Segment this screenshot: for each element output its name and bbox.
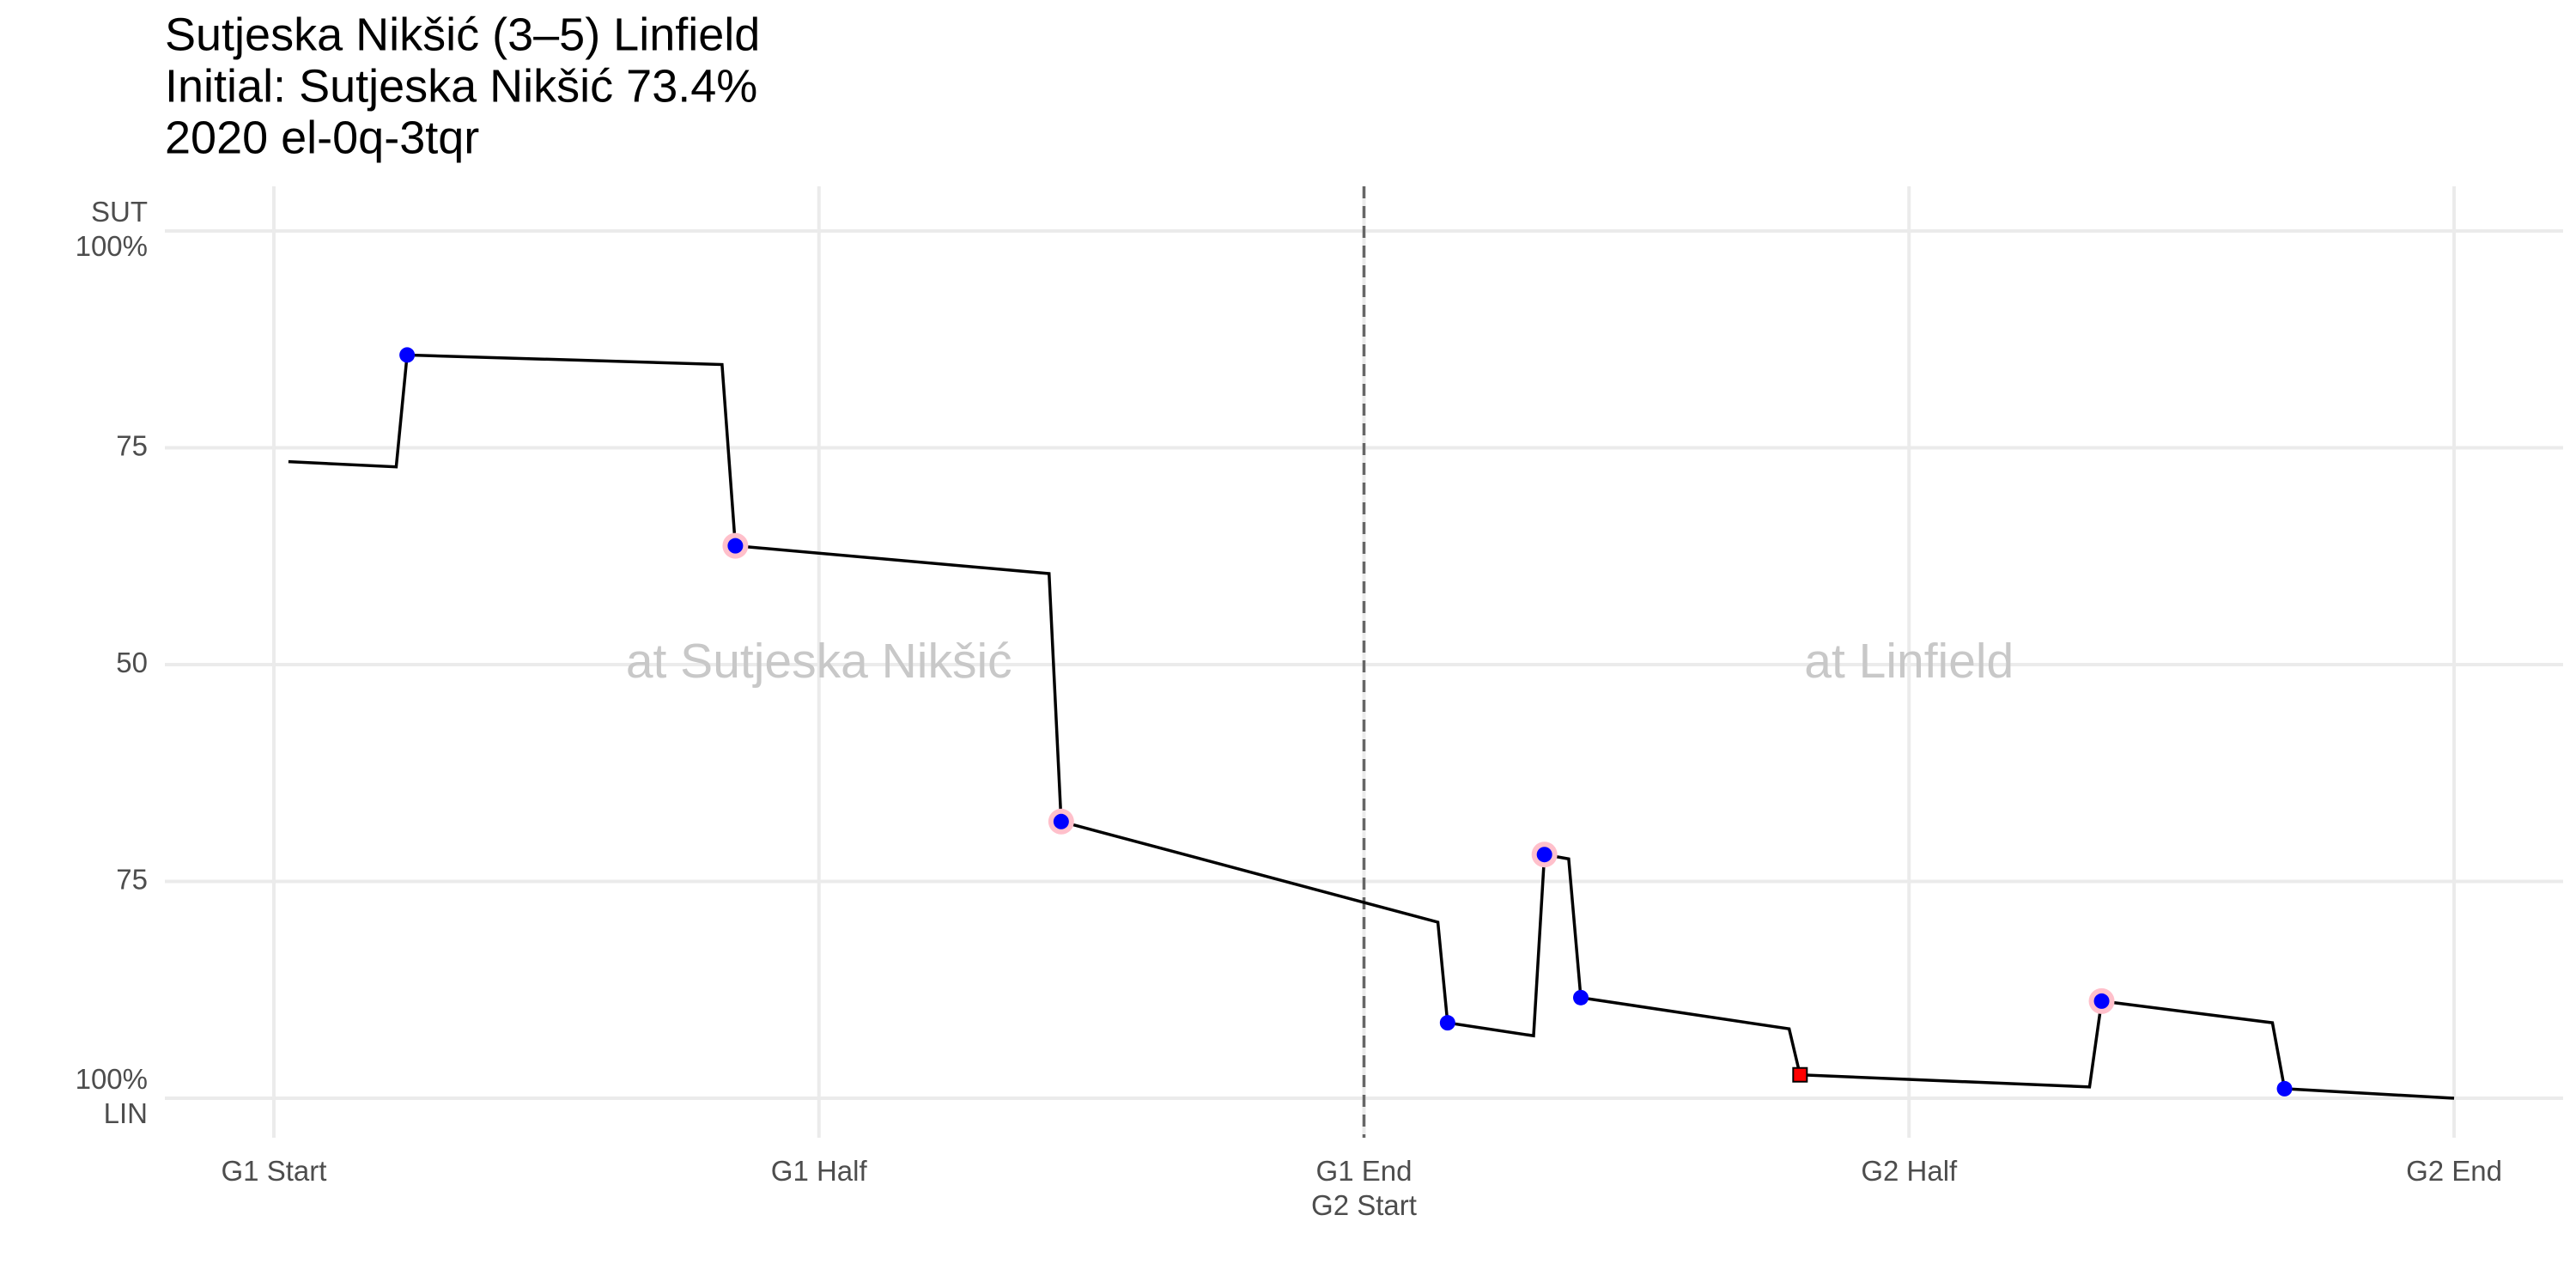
annotation: at Sutjeska Nikšić bbox=[626, 634, 1012, 689]
chart-title: Sutjeska Nikšić (3–5) Linfield bbox=[165, 9, 760, 60]
x-tick-label: G1 Half bbox=[771, 1155, 868, 1187]
event-marker bbox=[1572, 989, 1589, 1005]
event-marker bbox=[399, 347, 416, 363]
event-marker bbox=[2093, 993, 2110, 1009]
chart-subtitle: Initial: Sutjeska Nikšić 73.4% bbox=[165, 60, 757, 112]
event-marker bbox=[727, 538, 744, 554]
y-tick-label: 50 bbox=[116, 647, 148, 678]
event-marker bbox=[1439, 1015, 1455, 1031]
y-tick-label: 100% LIN bbox=[76, 1063, 148, 1129]
chart-subtitle: 2020 el-0q-3tqr bbox=[165, 112, 479, 163]
event-marker bbox=[1536, 847, 1552, 863]
x-tick-label: G2 End bbox=[2406, 1155, 2502, 1187]
x-tick-label: G1 Start bbox=[222, 1155, 327, 1187]
event-marker bbox=[1053, 813, 1069, 829]
y-tick-label: SUT 100% bbox=[76, 196, 148, 262]
annotation: at Linfield bbox=[1804, 634, 2014, 689]
x-tick-label: G1 End G2 Start bbox=[1311, 1155, 1417, 1221]
win-prob-line bbox=[288, 353, 2455, 1100]
y-tick-label: 75 bbox=[116, 429, 148, 461]
event-marker bbox=[2276, 1080, 2293, 1097]
y-tick-label: 75 bbox=[116, 863, 148, 895]
x-tick-label: G2 Half bbox=[1861, 1155, 1958, 1187]
event-marker bbox=[1792, 1066, 1808, 1083]
